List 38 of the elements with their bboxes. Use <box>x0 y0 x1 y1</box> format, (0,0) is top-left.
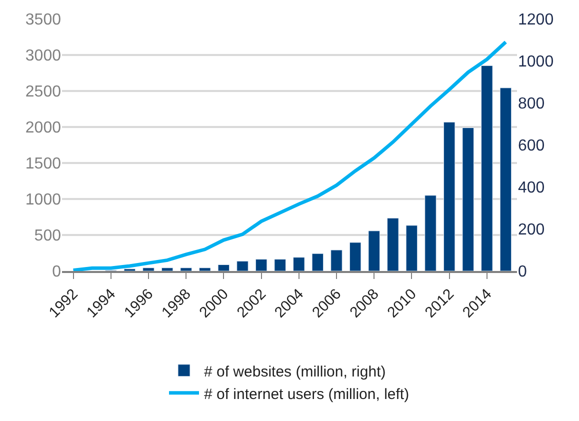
y2-tick-label: 400 <box>518 180 545 197</box>
y-tick-label: 2500 <box>25 84 62 101</box>
bar <box>199 268 211 271</box>
y-tick-label: 1500 <box>25 156 62 173</box>
y-tick-label: 0 <box>52 264 62 281</box>
y-tick-label: 3000 <box>25 48 62 65</box>
bar <box>368 230 380 271</box>
bar <box>443 122 456 271</box>
bar <box>500 88 512 271</box>
bar <box>142 268 154 271</box>
y2-tick-label: 1200 <box>518 12 554 29</box>
bar <box>312 253 324 271</box>
bar <box>387 218 399 271</box>
bar <box>255 258 268 271</box>
bar <box>274 258 286 271</box>
legend-label: # of internet users (million, left) <box>204 386 410 403</box>
y2-tick-label: 600 <box>518 138 545 155</box>
bar <box>236 260 248 271</box>
bar <box>406 225 418 271</box>
bar <box>481 65 493 271</box>
y-tick-label: 1000 <box>25 192 62 209</box>
bar <box>293 257 305 271</box>
bar <box>462 128 474 271</box>
legend-label: # of websites (million, right) <box>204 363 386 380</box>
bar <box>218 264 230 271</box>
y-tick-label: 3500 <box>25 12 62 29</box>
bar <box>161 268 174 271</box>
line-series <box>72 40 508 271</box>
y2-tick-label: 1000 <box>518 54 554 71</box>
bar <box>180 268 192 271</box>
y-tick-label: 500 <box>34 228 62 245</box>
y-tick-label: 2000 <box>25 120 62 137</box>
bar <box>424 195 436 271</box>
y2-tick-label: 0 <box>518 264 527 281</box>
y2-tick-label: 800 <box>518 96 545 113</box>
bar <box>330 250 342 271</box>
bar <box>349 242 362 271</box>
y2-tick-label: 200 <box>518 222 545 239</box>
